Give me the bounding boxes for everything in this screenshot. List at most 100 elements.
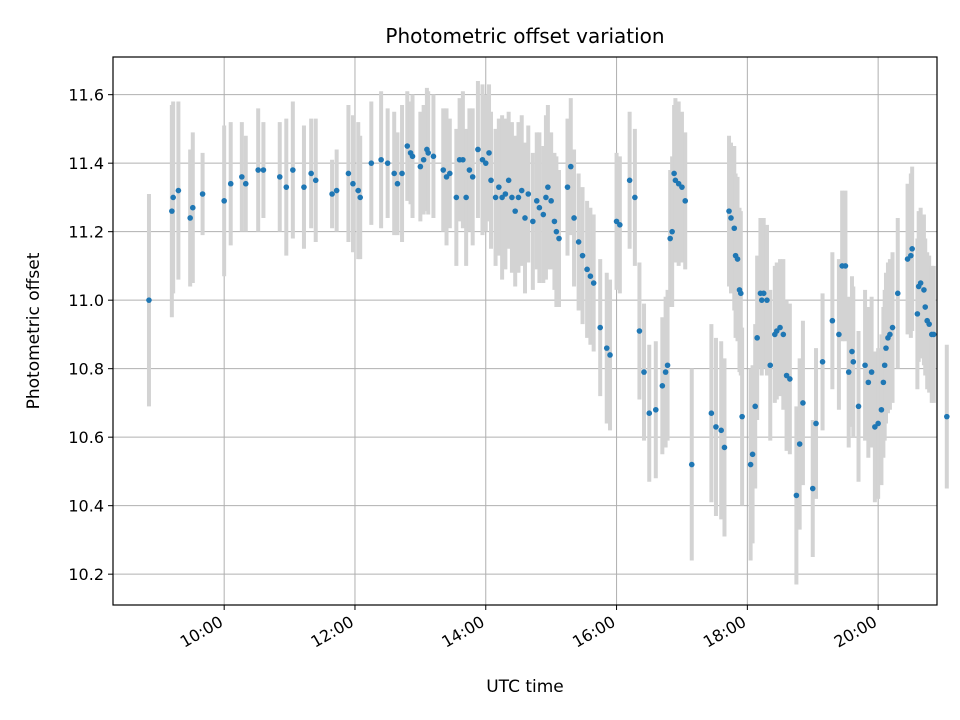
y-tick-label: 10.6	[68, 428, 104, 447]
data-point	[842, 263, 849, 269]
data-point	[357, 194, 364, 201]
data-point	[391, 170, 398, 177]
data-point	[242, 180, 249, 187]
data-point	[667, 235, 673, 242]
data-point	[378, 156, 384, 163]
data-point	[917, 280, 924, 286]
data-point	[175, 187, 182, 194]
data-point	[739, 413, 745, 420]
data-point	[460, 156, 466, 163]
data-point	[301, 184, 307, 190]
data-point	[865, 379, 872, 386]
data-point	[944, 413, 950, 420]
data-point	[793, 492, 800, 499]
data-point	[564, 184, 571, 190]
data-point	[878, 406, 885, 413]
data-point	[850, 359, 857, 365]
data-point	[922, 304, 929, 310]
data-point	[809, 485, 816, 492]
data-point	[540, 211, 547, 218]
data-point	[509, 194, 515, 201]
data-point	[752, 403, 758, 410]
data-point	[641, 369, 647, 375]
data-point	[787, 376, 793, 382]
data-point	[536, 204, 543, 211]
data-point	[329, 191, 335, 197]
data-point	[404, 143, 411, 149]
data-point	[679, 184, 685, 190]
data-point	[283, 184, 290, 190]
data-point	[556, 235, 562, 242]
data-point	[333, 187, 340, 194]
data-point	[862, 362, 868, 369]
data-point	[921, 287, 927, 293]
data-point	[889, 324, 896, 331]
data-point	[170, 194, 176, 201]
data-point	[505, 177, 512, 184]
data-point	[796, 441, 803, 447]
data-point	[469, 174, 476, 180]
data-point	[767, 362, 774, 369]
data-point	[881, 362, 888, 369]
data-point	[368, 160, 375, 166]
data-point	[425, 150, 432, 156]
plot-frame	[112, 56, 938, 606]
data-point	[518, 187, 525, 194]
data-point	[496, 184, 502, 190]
data-point	[646, 410, 653, 417]
y-tick-label: 10.8	[68, 360, 104, 379]
data-point	[855, 403, 862, 410]
data-point	[276, 174, 283, 180]
data-point	[914, 311, 921, 317]
data-point	[345, 170, 352, 177]
data-point	[548, 198, 554, 204]
data-point	[525, 191, 532, 197]
data-point	[754, 335, 760, 341]
data-point	[777, 324, 783, 331]
data-point	[708, 410, 715, 417]
data-point	[800, 400, 806, 406]
data-point	[551, 218, 558, 225]
data-point	[221, 198, 227, 204]
data-point	[664, 362, 671, 369]
data-point	[728, 215, 734, 221]
data-point	[734, 256, 741, 262]
data-point	[579, 252, 586, 259]
data-point	[492, 194, 499, 201]
data-point	[409, 153, 416, 160]
data-point	[543, 194, 549, 201]
data-point	[819, 359, 826, 365]
data-point	[845, 369, 852, 375]
data-point	[926, 321, 932, 327]
data-point	[930, 331, 937, 338]
y-tick-label: 11.6	[68, 86, 104, 105]
data-point	[430, 153, 437, 160]
data-point	[515, 194, 522, 201]
data-point	[758, 297, 765, 303]
data-point	[587, 273, 594, 280]
data-point	[909, 246, 915, 252]
data-point	[632, 194, 638, 201]
data-point	[488, 177, 494, 184]
data-point	[617, 222, 623, 228]
data-point	[522, 215, 528, 221]
data-point	[760, 290, 767, 297]
data-point	[849, 348, 855, 355]
data-point	[512, 208, 518, 214]
data-point	[355, 187, 362, 194]
data-point	[420, 156, 427, 163]
data-point	[255, 167, 261, 173]
data-point	[308, 170, 314, 177]
data-points	[146, 143, 950, 499]
y-tick-label: 11.0	[68, 291, 104, 310]
data-point	[146, 297, 152, 303]
data-point	[227, 180, 234, 187]
data-point	[764, 297, 770, 303]
data-point	[908, 252, 914, 259]
data-point	[260, 167, 267, 173]
data-point	[567, 163, 574, 170]
data-point	[502, 191, 509, 197]
x-axis-title: UTC time	[486, 677, 564, 697]
data-point	[721, 444, 728, 451]
data-point	[682, 198, 689, 204]
